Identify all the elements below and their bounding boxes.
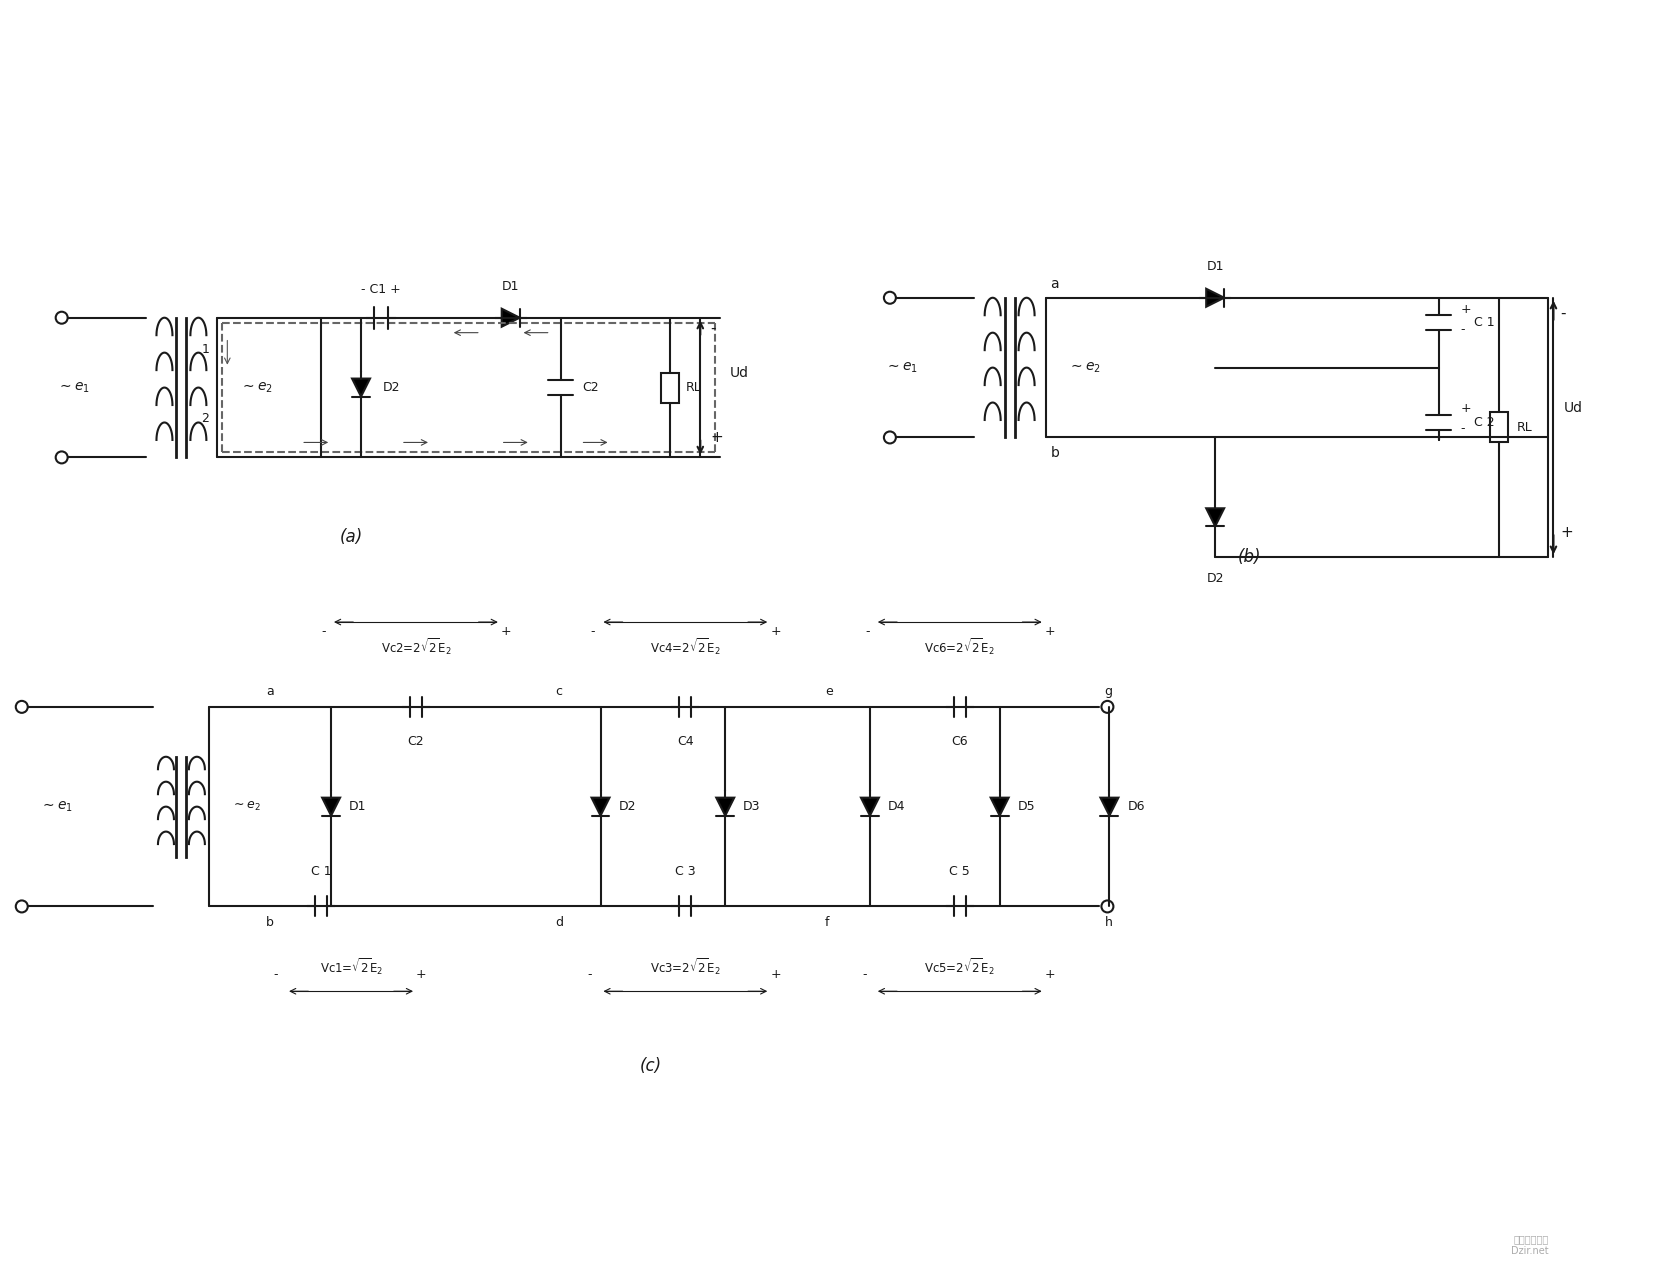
Polygon shape: [322, 798, 341, 816]
Text: -: -: [710, 320, 717, 336]
Text: 电子开发社区
Dzir.net: 电子开发社区 Dzir.net: [1510, 1234, 1549, 1256]
Polygon shape: [502, 309, 520, 327]
Text: -: -: [1561, 306, 1566, 320]
Text: +: +: [1460, 403, 1472, 416]
Text: d: d: [555, 916, 564, 929]
Text: D3: D3: [743, 801, 760, 813]
Text: Vc1=$\sqrt{2}$E$_2$: Vc1=$\sqrt{2}$E$_2$: [319, 956, 383, 977]
Text: +: +: [1460, 302, 1472, 315]
Text: -: -: [862, 968, 866, 981]
Text: C6: C6: [951, 735, 968, 748]
Bar: [661, 372, 680, 403]
Text: $\sim e_1$: $\sim e_1$: [40, 799, 74, 813]
Text: c: c: [555, 685, 562, 698]
Polygon shape: [1101, 798, 1119, 816]
Text: (b): (b): [1237, 548, 1260, 566]
Text: D1: D1: [502, 279, 520, 292]
Polygon shape: [1206, 508, 1225, 526]
Bar: [1490, 413, 1507, 443]
Text: D5: D5: [1017, 801, 1035, 813]
Polygon shape: [717, 798, 735, 816]
Polygon shape: [592, 798, 609, 816]
Text: -: -: [274, 968, 279, 981]
Text: $\sim e_1$: $\sim e_1$: [886, 360, 918, 375]
Text: $\sim e_2$: $\sim e_2$: [1069, 360, 1101, 375]
Text: Vc3=$2\sqrt{2}$E$_2$: Vc3=$2\sqrt{2}$E$_2$: [649, 956, 720, 977]
Text: +: +: [770, 968, 780, 981]
Text: Ud: Ud: [730, 366, 750, 380]
Text: C2: C2: [408, 735, 425, 748]
Text: -: -: [591, 625, 596, 638]
Text: Vc5=$2\sqrt{2}$E$_2$: Vc5=$2\sqrt{2}$E$_2$: [925, 956, 995, 977]
Text: C2: C2: [582, 381, 599, 394]
Text: b: b: [267, 916, 274, 929]
Text: $\sim e_1$: $\sim e_1$: [57, 381, 91, 395]
Text: Vc4=$2\sqrt{2}$E$_2$: Vc4=$2\sqrt{2}$E$_2$: [649, 637, 720, 658]
Text: D1: D1: [349, 801, 366, 813]
Text: -: -: [587, 968, 592, 981]
Text: +: +: [1045, 968, 1055, 981]
Polygon shape: [861, 798, 879, 816]
Text: 1: 1: [201, 342, 210, 355]
Text: C 3: C 3: [675, 865, 696, 879]
Text: Vc2=$2\sqrt{2}$E$_2$: Vc2=$2\sqrt{2}$E$_2$: [381, 637, 451, 658]
Text: -: -: [864, 625, 869, 638]
Text: RL: RL: [1517, 421, 1532, 434]
Text: b: b: [1050, 447, 1059, 461]
Text: -: -: [1460, 323, 1465, 336]
Text: h: h: [1104, 916, 1113, 929]
Text: C 2: C 2: [1473, 416, 1493, 429]
Text: Vc6=$2\sqrt{2}$E$_2$: Vc6=$2\sqrt{2}$E$_2$: [925, 637, 995, 658]
Polygon shape: [352, 378, 371, 396]
Text: g: g: [1104, 685, 1113, 698]
Text: D4: D4: [888, 801, 906, 813]
Text: D2: D2: [383, 381, 401, 394]
Text: D6: D6: [1128, 801, 1144, 813]
Text: - C1 +: - C1 +: [361, 283, 401, 296]
Text: D2: D2: [1206, 573, 1223, 586]
Text: +: +: [710, 430, 723, 445]
Text: D1: D1: [1206, 260, 1223, 273]
Text: +: +: [416, 968, 426, 981]
Text: a: a: [1050, 277, 1059, 291]
Text: $\sim e_2$: $\sim e_2$: [232, 801, 262, 813]
Text: 2: 2: [201, 412, 210, 426]
Text: a: a: [267, 685, 274, 698]
Text: f: f: [826, 916, 829, 929]
Text: C4: C4: [676, 735, 693, 748]
Text: +: +: [1045, 625, 1055, 638]
Text: C 1: C 1: [1473, 317, 1493, 329]
Text: -: -: [1460, 422, 1465, 435]
Text: (c): (c): [639, 1057, 661, 1075]
Text: D2: D2: [619, 801, 636, 813]
Text: C 5: C 5: [950, 865, 970, 879]
Text: RL: RL: [685, 381, 701, 394]
Text: +: +: [1561, 525, 1574, 541]
Text: C 1: C 1: [310, 865, 332, 879]
Polygon shape: [1206, 288, 1225, 306]
Text: +: +: [770, 625, 780, 638]
Text: e: e: [826, 685, 832, 698]
Polygon shape: [990, 798, 1008, 816]
Text: +: +: [500, 625, 512, 638]
Text: -: -: [320, 625, 326, 638]
Text: (a): (a): [339, 528, 362, 546]
Text: $\sim e_2$: $\sim e_2$: [240, 381, 272, 395]
Text: Ud: Ud: [1564, 402, 1582, 416]
